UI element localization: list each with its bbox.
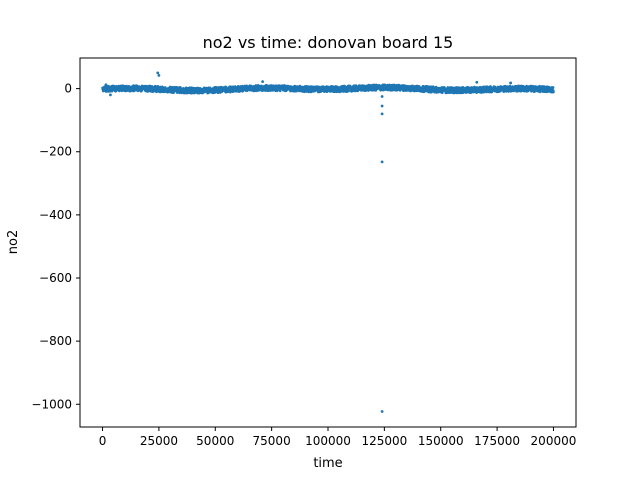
data-point: [509, 81, 513, 85]
x-axis-label: time: [313, 456, 342, 471]
data-point: [157, 73, 161, 77]
x-tick-label: 125000: [361, 434, 407, 448]
y-tick-label: −600: [39, 271, 72, 285]
x-tick-label: 175000: [474, 434, 520, 448]
y-tick-label: −800: [39, 334, 72, 348]
data-point: [380, 410, 384, 413]
x-tick-label: 200000: [531, 434, 577, 448]
data-point: [380, 95, 384, 98]
data-point: [461, 86, 465, 89]
x-tick-label: 75000: [253, 434, 291, 448]
y-axis-ticks: 0 −200 −400 −600 −800 −1000: [31, 82, 80, 411]
x-tick-label: 50000: [196, 434, 234, 448]
x-tick-label: 0: [99, 434, 107, 448]
y-tick-label: 0: [64, 82, 72, 96]
data-point: [261, 80, 265, 84]
data-point: [347, 89, 350, 93]
data-point: [380, 160, 384, 164]
data-point: [551, 86, 555, 89]
chart-title: no2 vs time: donovan board 15: [203, 33, 454, 52]
data-point: [156, 71, 160, 75]
data-point: [552, 90, 555, 94]
data-point: [266, 84, 269, 87]
data-point: [380, 104, 384, 108]
data-point: [278, 89, 282, 93]
x-tick-label: 150000: [418, 434, 464, 448]
plot-area-frame: [79, 57, 577, 428]
data-point: [475, 80, 479, 84]
y-tick-label: −200: [39, 145, 72, 159]
data-point: [109, 93, 112, 97]
y-tick-label: −400: [39, 208, 72, 222]
data-points: [101, 71, 555, 413]
x-axis-ticks: 0 25000 50000 75000 100000 125000 150000 175000…: [99, 427, 577, 448]
y-axis-label: no2: [6, 230, 21, 254]
data-point: [115, 84, 118, 88]
data-point: [104, 83, 108, 87]
x-tick-label: 25000: [140, 434, 178, 448]
x-tick-label: 100000: [305, 434, 351, 448]
data-point: [380, 112, 384, 116]
data-point: [508, 84, 512, 88]
y-tick-label: −1000: [31, 397, 72, 411]
data-point: [156, 85, 160, 88]
